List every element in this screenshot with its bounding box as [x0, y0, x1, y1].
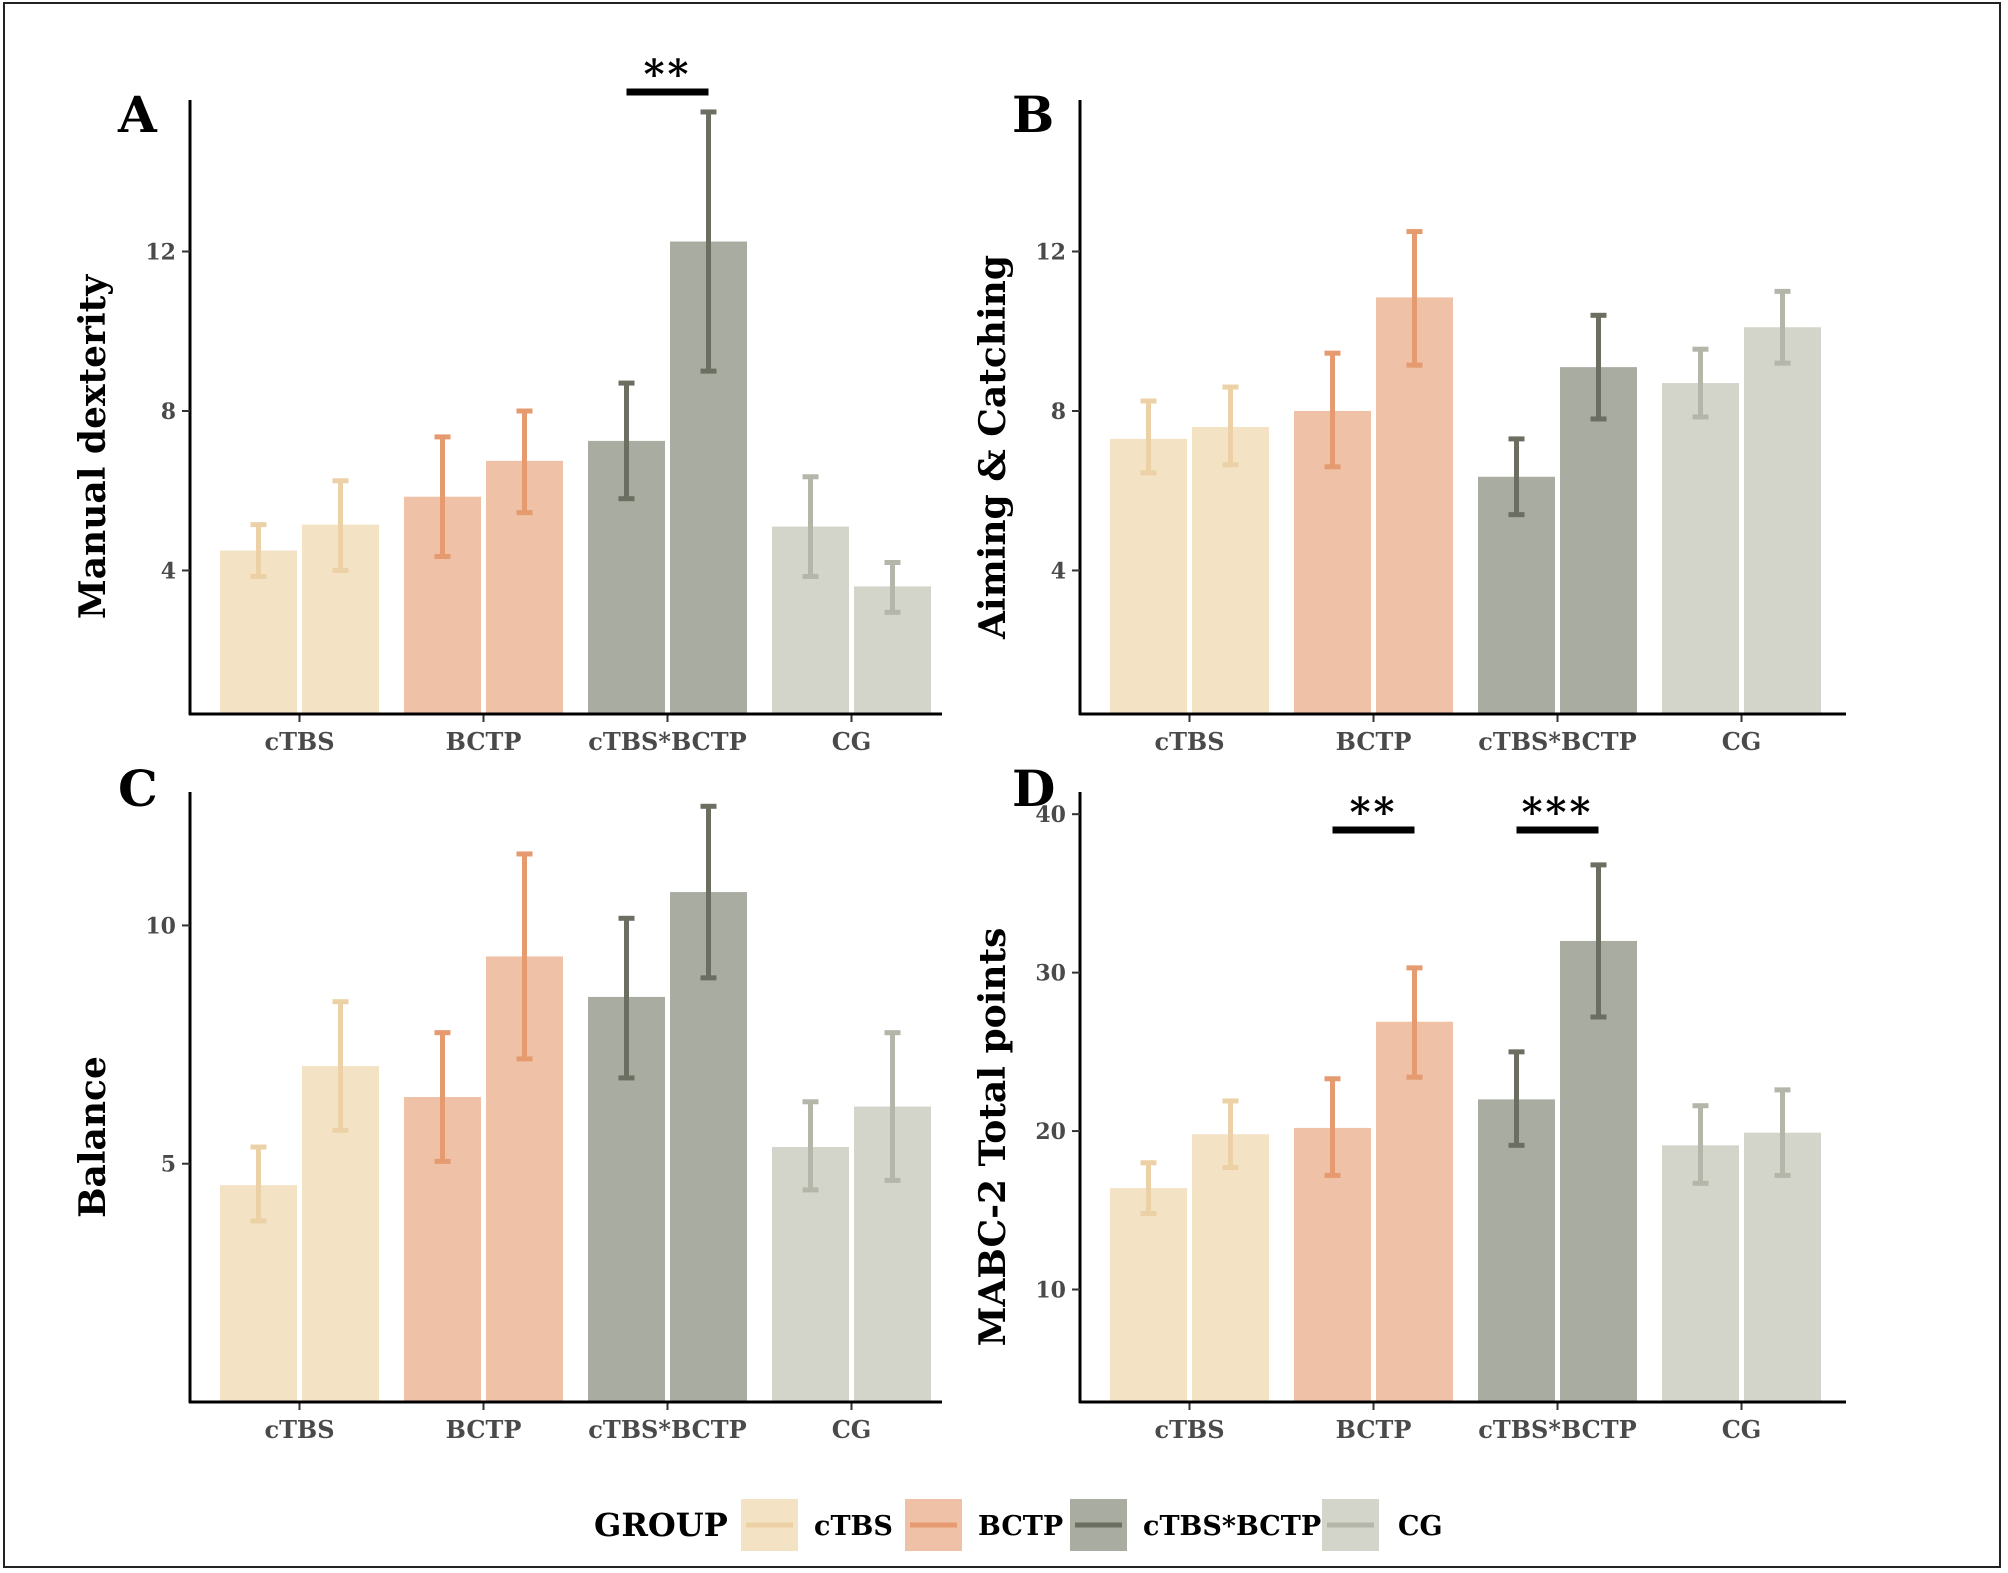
panel-b-errorbar-cg-pre — [1692, 346, 1709, 420]
legend-item-ctbs: cTBS — [741, 1499, 893, 1551]
legend-item-ctbs-bctp: cTBS*BCTP — [1070, 1499, 1321, 1551]
panel-d-y-tick-label: 40 — [1035, 802, 1066, 828]
panel-a-y-tick-label: 12 — [145, 240, 176, 266]
legend-label-ctbs-bctp: cTBS*BCTP — [1143, 1511, 1321, 1542]
panel-c-errorbar-cg-post — [884, 1030, 901, 1183]
panel-c: cTBS BCTP cTBS*BCTP CG 5 10 Balance C — [72, 759, 942, 1444]
panel-b-y-axis-label: Aiming & Catching — [972, 255, 1014, 640]
panel-d-errorbar-cg-post — [1774, 1087, 1791, 1178]
panel-c-errorbar-bctp-pre — [434, 1030, 451, 1164]
panel-d-errorbar-bctp-pre — [1324, 1076, 1341, 1178]
panel-c-x-tick-label: BCTP — [446, 1415, 522, 1444]
panel-a: cTBS BCTP cTBS*BCTP CG 4 8 12 Manual dexterity A… — [72, 51, 942, 756]
panel-d-x-tick-label: cTBS*BCTP — [1478, 1415, 1636, 1444]
panel-c-x-tick-label: CG — [832, 1415, 872, 1444]
panel-a-significance-label: ** — [644, 51, 692, 98]
panel-d-bar-bctp-post — [1376, 1021, 1453, 1402]
panel-a-errorbar-ctbs-pre — [250, 522, 267, 579]
panel-a-errorbar-cg-post — [884, 559, 901, 615]
panel-c-errorbar-bctp-post — [516, 851, 533, 1062]
panel-b-x-tick-label: BCTP — [1336, 727, 1412, 756]
panel-a-y-axis-label: Manual dexterity — [72, 274, 114, 619]
panel-a-letter: A — [117, 85, 158, 144]
panel-d-y-tick-label: 30 — [1035, 961, 1066, 987]
legend-title: GROUP — [594, 1506, 728, 1544]
panel-b-x-tick-label: cTBS — [1154, 727, 1224, 756]
panel-c-letter: C — [118, 759, 158, 818]
panel-b-y-tick-label: 4 — [1051, 558, 1066, 584]
panel-c-errorbar-ctbs-pre — [250, 1144, 267, 1224]
panel-b-errorbar-cg-post — [1774, 288, 1791, 366]
panel-c-y-axis-label: Balance — [72, 1056, 114, 1218]
panel-a-x-tick-label: cTBS — [264, 727, 334, 756]
panel-a-errorbar-ctbs-bctp-post — [700, 109, 717, 374]
panel-b-errorbar-ctbs-bctp-pre — [1508, 436, 1525, 518]
panel-b-letter: B — [1012, 85, 1054, 144]
legend-item-cg: CG — [1322, 1499, 1443, 1551]
panel-d-x-tick-label: cTBS — [1154, 1415, 1224, 1444]
legend-item-bctp: BCTP — [905, 1499, 1063, 1551]
panel-b-errorbar-ctbs-bctp-post — [1590, 312, 1607, 422]
panel-d-errorbar-ctbs-bctp-pre — [1508, 1049, 1525, 1148]
panel-d-errorbar-ctbs-pre — [1140, 1160, 1157, 1216]
panel-d-y-axis-label: MABC-2 Total points — [972, 928, 1014, 1347]
panel-b-x-tick-label: CG — [1722, 727, 1762, 756]
panel-d-errorbar-ctbs-bctp-post — [1590, 862, 1607, 1020]
panel-d-bar-ctbs-bctp-pre — [1478, 1099, 1555, 1402]
legend-label-ctbs: cTBS — [814, 1511, 893, 1542]
panel-d-errorbar-ctbs-post — [1222, 1098, 1239, 1171]
panel-d-x-tick-label: BCTP — [1336, 1415, 1412, 1444]
panel-a-x-tick-label: CG — [832, 727, 872, 756]
panel-a-errorbar-cg-pre — [802, 474, 819, 579]
panel-c-x-tick-label: cTBS*BCTP — [588, 1415, 746, 1444]
panel-b-errorbar-bctp-pre — [1324, 350, 1341, 470]
panel-c-y-tick-label: 5 — [161, 1152, 176, 1178]
panel-c-errorbar-ctbs-bctp-post — [700, 803, 717, 981]
panel-a-errorbar-bctp-post — [516, 408, 533, 516]
panel-d-x-tick-label: CG — [1722, 1415, 1762, 1444]
panel-d: cTBS BCTP cTBS*BCTP CG 10 20 30 40 MABC-2 Total … — [972, 759, 1846, 1444]
legend-label-cg: CG — [1398, 1511, 1443, 1542]
panel-b-bar-cg-post — [1744, 327, 1821, 714]
panel-a-x-tick-label: cTBS*BCTP — [588, 727, 746, 756]
panel-b-bar-ctbs-pre — [1110, 438, 1187, 714]
panel-d-errorbar-cg-pre — [1692, 1103, 1709, 1186]
figure-border — [3, 2, 2001, 1568]
panel-b-errorbar-ctbs-pre — [1140, 398, 1157, 476]
panel-d-significance-label: *** — [1522, 789, 1594, 836]
panel-b-bar-cg-pre — [1662, 383, 1739, 714]
panel-d-y-tick-label: 10 — [1035, 1278, 1066, 1304]
panel-a-errorbar-bctp-pre — [434, 434, 451, 560]
panel-b-y-tick-label: 12 — [1035, 240, 1066, 266]
panel-c-y-tick-label: 10 — [145, 913, 176, 939]
panel-b-x-tick-label: cTBS*BCTP — [1478, 727, 1636, 756]
panel-b-errorbar-bctp-post — [1406, 229, 1423, 368]
panel-d-significance-label: ** — [1350, 789, 1398, 836]
panel-a-errorbar-ctbs-post — [332, 478, 349, 573]
panel-c-x-tick-label: cTBS — [264, 1415, 334, 1444]
panel-a-errorbar-ctbs-bctp-pre — [618, 380, 635, 502]
panel-d-letter: D — [1012, 759, 1055, 818]
panel-b-y-tick-label: 8 — [1051, 399, 1066, 425]
legend: GROUP cTBS BCTP cTBS*BCTP CG — [594, 1499, 1443, 1551]
panel-a-y-tick-label: 4 — [161, 558, 176, 584]
panel-b-bar-ctbs-post — [1192, 426, 1269, 714]
panel-d-errorbar-bctp-post — [1406, 965, 1423, 1080]
panel-b-bar-ctbs-bctp-post — [1560, 367, 1637, 714]
panel-c-errorbar-ctbs-bctp-pre — [618, 915, 635, 1081]
chart-panels: cTBS BCTP cTBS*BCTP CG 4 8 12 Manual dexterity A… — [72, 51, 1846, 1444]
panel-d-bar-ctbs-pre — [1110, 1188, 1187, 1402]
panel-c-errorbar-ctbs-post — [332, 999, 349, 1133]
panel-d-bar-cg-pre — [1662, 1145, 1739, 1402]
panel-b-errorbar-ctbs-post — [1222, 384, 1239, 468]
panel-d-bar-ctbs-post — [1192, 1134, 1269, 1402]
panel-a-y-tick-label: 8 — [161, 399, 176, 425]
panel-a-x-tick-label: BCTP — [446, 727, 522, 756]
panel-d-y-tick-label: 20 — [1035, 1119, 1066, 1145]
panel-b: cTBS BCTP cTBS*BCTP CG 4 8 12 Aiming & Catching… — [972, 85, 1846, 756]
panel-c-errorbar-cg-pre — [802, 1099, 819, 1193]
legend-label-bctp: BCTP — [978, 1511, 1063, 1542]
